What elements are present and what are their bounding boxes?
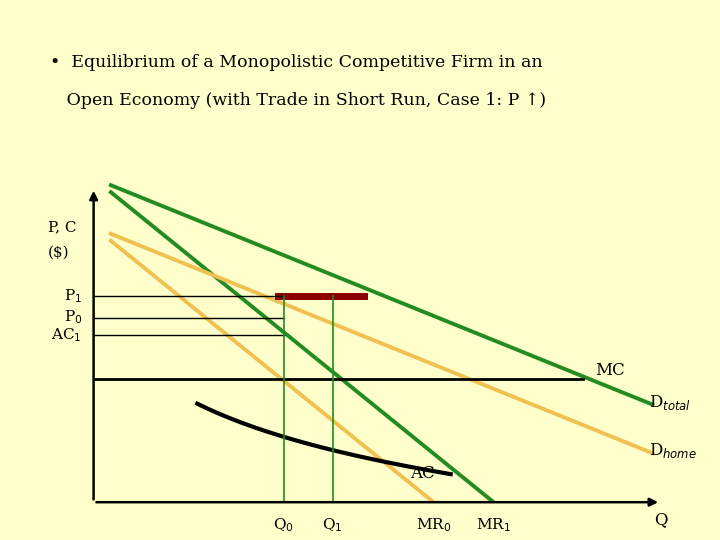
- Text: MR$_1$: MR$_1$: [476, 517, 511, 535]
- Text: P, C: P, C: [48, 220, 76, 234]
- Text: P$_0$: P$_0$: [63, 309, 82, 326]
- Text: AC: AC: [410, 465, 435, 482]
- Text: Open Economy (with Trade in Short Run, Case 1: P ↑): Open Economy (with Trade in Short Run, C…: [50, 92, 546, 109]
- Text: MR$_0$: MR$_0$: [416, 517, 451, 535]
- Text: Q: Q: [654, 511, 667, 529]
- Text: AC$_1$: AC$_1$: [51, 327, 82, 344]
- Text: P$_1$: P$_1$: [64, 288, 82, 305]
- Text: ($): ($): [48, 246, 69, 260]
- Text: D$_{home}$: D$_{home}$: [649, 441, 698, 460]
- Text: Q$_0$: Q$_0$: [274, 517, 294, 535]
- Text: •  Equilibrium of a Monopolistic Competitive Firm in an: • Equilibrium of a Monopolistic Competit…: [50, 54, 543, 71]
- Text: MC: MC: [595, 362, 624, 380]
- Text: D$_{total}$: D$_{total}$: [649, 393, 691, 411]
- Text: Q$_1$: Q$_1$: [323, 517, 343, 535]
